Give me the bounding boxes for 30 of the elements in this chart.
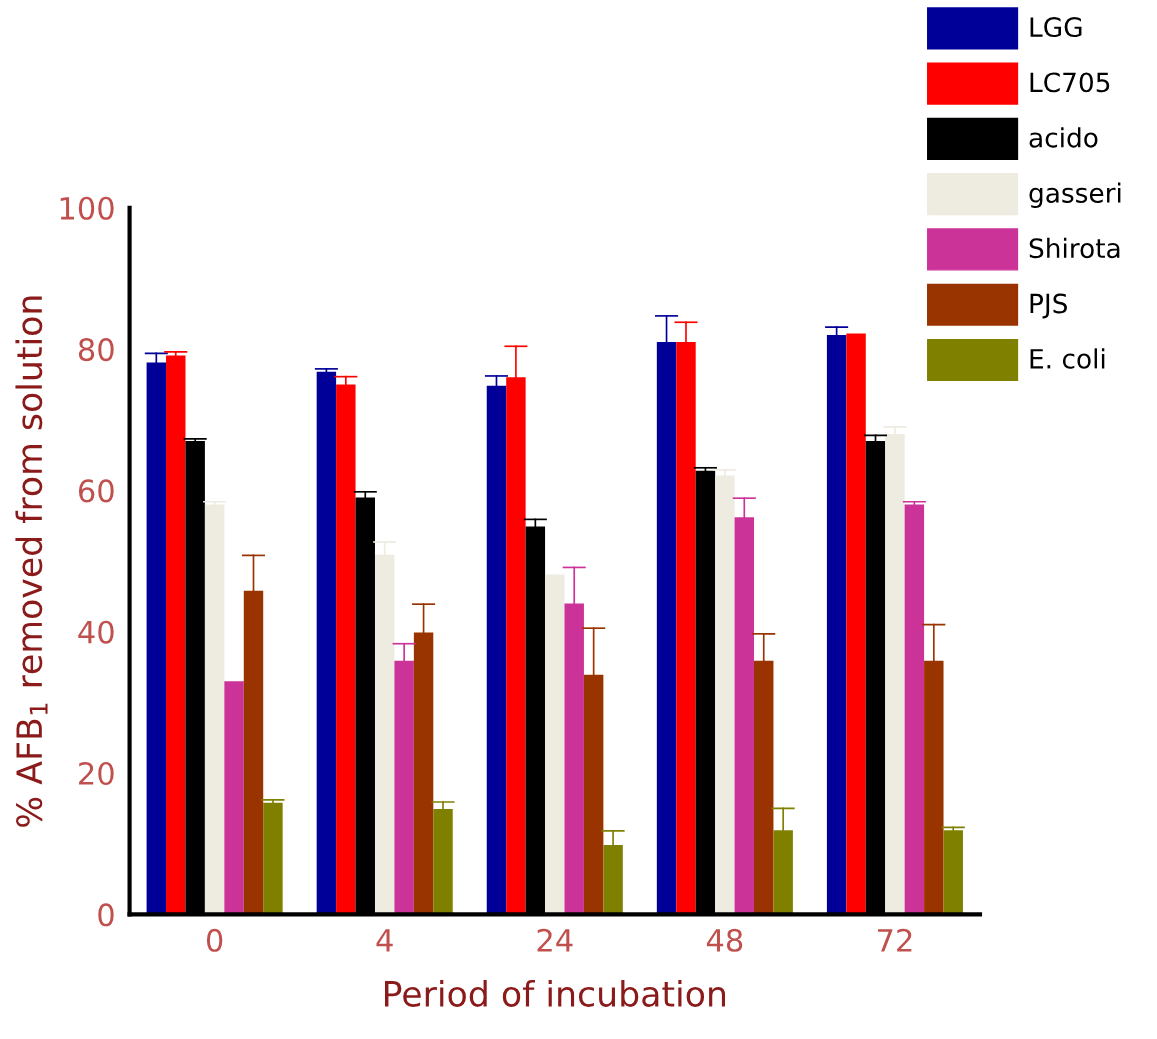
bar [943, 830, 963, 915]
bar [316, 371, 337, 915]
y-tick-label: 20 [79, 761, 114, 786]
legend-label: E. coli [1030, 348, 1105, 369]
legend-label: acido [1029, 127, 1098, 148]
bar [846, 333, 866, 915]
bar [715, 475, 735, 915]
legend-label: LGG [1030, 17, 1082, 38]
legend-label: LC705 [1030, 72, 1110, 93]
legend-label: gasseri [1029, 182, 1121, 209]
legend-label: Shirota [1029, 237, 1120, 259]
y-tick-label: 80 [78, 338, 114, 362]
y-tick-label: 40 [78, 620, 114, 644]
x-tick-label: 48 [706, 928, 743, 952]
y-tick-label: 60 [78, 479, 114, 503]
bar [545, 574, 565, 915]
x-tick-label: 0 [206, 928, 223, 952]
bar [204, 504, 225, 915]
y-tick-label: 0 [98, 903, 114, 927]
legend-label: PJS [1030, 293, 1067, 319]
x-tick-label: 4 [376, 929, 393, 952]
bar [904, 504, 925, 915]
x-tick-label: 72 [878, 928, 912, 952]
x-tick-label: 24 [537, 928, 573, 952]
bar [166, 355, 186, 915]
bar [263, 802, 283, 915]
bar [224, 681, 244, 915]
y-axis-title: % AFB$_{1}$ removed from solution [15, 296, 48, 827]
x-axis-title: Period of incubation [385, 980, 726, 1007]
y-tick-label: 100 [60, 196, 114, 220]
